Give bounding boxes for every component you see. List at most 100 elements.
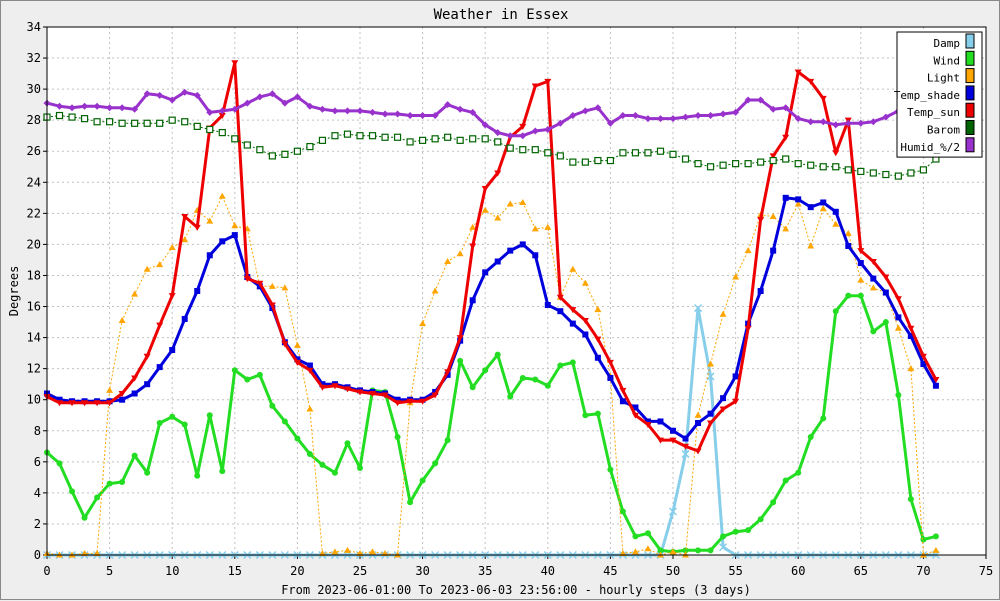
data-point-temp-sun bbox=[619, 387, 627, 394]
data-point-barom bbox=[681, 155, 690, 163]
legend-swatch-humid-2 bbox=[965, 137, 975, 153]
data-point-barom bbox=[469, 135, 477, 143]
data-point-barom bbox=[581, 158, 589, 166]
data-point-temp-shade bbox=[394, 396, 401, 403]
data-point-light bbox=[544, 223, 552, 230]
data-point-humid-2 bbox=[732, 108, 740, 116]
data-point-wind bbox=[344, 440, 351, 447]
data-point-temp-sun bbox=[794, 69, 802, 76]
data-point-barom bbox=[206, 125, 214, 134]
data-point-temp-shade bbox=[56, 396, 63, 403]
data-point-temp-sun bbox=[707, 420, 715, 427]
data-point-temp-sun bbox=[769, 153, 777, 160]
data-point-humid-2 bbox=[168, 96, 176, 104]
data-point-barom bbox=[181, 118, 189, 126]
data-point-barom bbox=[293, 147, 301, 155]
data-point-barom bbox=[419, 136, 427, 144]
data-point-humid-2 bbox=[807, 118, 815, 126]
data-point-wind bbox=[231, 367, 238, 374]
data-point-barom bbox=[431, 135, 439, 143]
data-point-temp-shade bbox=[720, 395, 727, 402]
data-point-temp-shade bbox=[194, 288, 201, 294]
data-point-wind bbox=[457, 357, 464, 364]
data-point-light bbox=[819, 205, 827, 212]
data-point-humid-2 bbox=[181, 88, 189, 96]
data-point-barom bbox=[919, 166, 928, 174]
data-point-temp-sun bbox=[394, 400, 402, 407]
data-point-wind bbox=[494, 351, 501, 358]
data-point-wind bbox=[720, 533, 727, 540]
data-point-humid-2 bbox=[343, 107, 351, 115]
data-point-light bbox=[456, 250, 464, 257]
data-point-temp-sun bbox=[168, 293, 176, 300]
data-point-temp-shade bbox=[932, 382, 939, 389]
data-point-temp-shade bbox=[294, 356, 301, 363]
data-point-humid-2 bbox=[782, 104, 790, 112]
y-tick-label: 2 bbox=[34, 517, 41, 531]
data-point-humid-2 bbox=[318, 105, 326, 113]
data-point-barom bbox=[569, 158, 577, 166]
y-tick-label: 14 bbox=[27, 331, 41, 345]
plot-border bbox=[46, 26, 987, 556]
data-point-temp-sun bbox=[431, 392, 439, 399]
data-point-barom bbox=[869, 169, 877, 177]
data-point-wind bbox=[857, 292, 864, 299]
data-point-wind bbox=[269, 402, 276, 409]
data-point-temp-sun bbox=[932, 377, 940, 384]
data-point-temp-sun bbox=[268, 302, 276, 309]
data-point-barom bbox=[256, 146, 264, 154]
data-point-wind bbox=[832, 308, 839, 315]
data-point-wind bbox=[194, 472, 201, 479]
series-wind bbox=[44, 292, 939, 555]
data-point-light bbox=[106, 386, 114, 393]
data-point-humid-2 bbox=[581, 107, 589, 115]
data-point-wind bbox=[56, 460, 63, 467]
data-point-temp-sun bbox=[106, 400, 114, 407]
data-point-temp-shade bbox=[569, 320, 576, 327]
y-tick-label: 4 bbox=[34, 486, 41, 500]
data-point-wind bbox=[544, 382, 551, 389]
legend-label-damp: Damp bbox=[934, 37, 961, 50]
data-point-barom bbox=[105, 118, 114, 126]
data-point-temp-shade bbox=[156, 364, 163, 371]
data-point-barom bbox=[231, 135, 239, 143]
data-point-temp-sun bbox=[356, 389, 364, 396]
data-point-temp-shade bbox=[682, 435, 689, 442]
y-tick-label: 28 bbox=[27, 113, 41, 127]
data-point-barom bbox=[131, 119, 139, 127]
data-point-temp-sun bbox=[531, 83, 539, 90]
data-point-wind bbox=[144, 469, 151, 476]
data-point-wind bbox=[557, 362, 564, 369]
legend-label-humid-2: Humid_%/2 bbox=[900, 141, 960, 154]
data-point-humid-2 bbox=[606, 119, 614, 127]
data-point-light bbox=[231, 222, 239, 229]
data-point-damp bbox=[719, 543, 728, 552]
data-point-temp-sun bbox=[193, 224, 201, 231]
data-point-light bbox=[431, 287, 439, 294]
legend-swatch-temp-shade bbox=[965, 85, 975, 101]
data-point-humid-2 bbox=[206, 108, 214, 116]
data-point-wind bbox=[256, 371, 263, 378]
data-point-light bbox=[156, 261, 164, 268]
data-point-temp-sun bbox=[757, 217, 765, 224]
data-point-humid-2 bbox=[519, 132, 527, 140]
data-point-light bbox=[469, 223, 477, 230]
data-point-humid-2 bbox=[394, 110, 402, 118]
data-point-temp-sun bbox=[569, 307, 577, 314]
data-point-humid-2 bbox=[757, 96, 765, 104]
data-point-light bbox=[343, 546, 351, 553]
data-point-humid-2 bbox=[819, 118, 827, 126]
data-point-temp-shade bbox=[895, 314, 902, 321]
data-point-light bbox=[719, 310, 727, 317]
data-point-barom bbox=[281, 150, 289, 158]
x-tick-label: 40 bbox=[541, 564, 555, 578]
x-tick-label: 55 bbox=[728, 564, 742, 578]
data-point-humid-2 bbox=[118, 104, 126, 112]
data-point-temp-sun bbox=[281, 341, 289, 348]
data-point-barom bbox=[744, 160, 752, 168]
data-point-temp-sun bbox=[669, 437, 677, 444]
data-point-temp-sun bbox=[181, 213, 189, 220]
data-point-wind bbox=[807, 433, 814, 440]
data-point-temp-sun bbox=[594, 336, 602, 343]
